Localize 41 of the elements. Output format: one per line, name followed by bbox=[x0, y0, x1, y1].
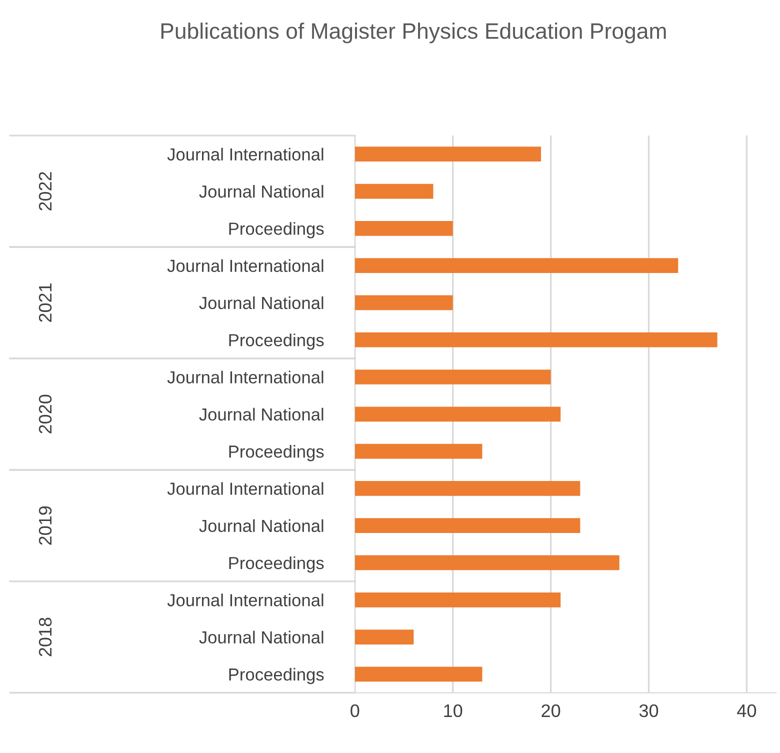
text: 2020 bbox=[38, 394, 52, 434]
y-tick-label: Journal International bbox=[167, 370, 324, 384]
text: 2019 bbox=[38, 506, 52, 545]
bar bbox=[354, 666, 482, 682]
bar bbox=[354, 220, 453, 236]
text: 2018 bbox=[38, 618, 52, 656]
bar bbox=[354, 370, 551, 384]
bar bbox=[354, 295, 453, 310]
y-tick-label: Journal International bbox=[167, 482, 324, 495]
y-tick-label: Journal International bbox=[167, 259, 324, 272]
bar bbox=[354, 592, 561, 608]
bar bbox=[354, 518, 580, 534]
y-tick-label: Proceedings bbox=[229, 556, 324, 573]
y-tick-label: Journal National bbox=[199, 519, 324, 532]
y-tick-label: Journal National bbox=[199, 630, 324, 644]
x-tick-label: 20 bbox=[542, 704, 560, 718]
bar bbox=[354, 258, 678, 273]
text: 2021 bbox=[38, 284, 52, 322]
bar bbox=[354, 184, 434, 199]
bar bbox=[354, 146, 542, 162]
bar bbox=[354, 406, 561, 422]
x-tick-label: 40 bbox=[737, 704, 756, 718]
x-tick-label: 30 bbox=[639, 704, 658, 718]
bar bbox=[354, 630, 414, 644]
y-tick-label: Proceedings bbox=[229, 445, 324, 462]
y-tick-label: Proceedings bbox=[229, 222, 324, 238]
x-tick-label: 0 bbox=[350, 704, 360, 718]
y-tick-label: Journal International bbox=[167, 148, 324, 161]
y-tick-label: Proceedings bbox=[229, 668, 324, 684]
y-tick-label: Journal International bbox=[167, 594, 324, 606]
y-tick-label: Journal National bbox=[199, 296, 324, 310]
x-tick-label: 10 bbox=[444, 704, 462, 718]
y-tick-label: Journal National bbox=[199, 184, 324, 198]
y-tick-label: Journal National bbox=[199, 408, 324, 421]
chart-title: Publications of Magister Physics Education Progam bbox=[161, 22, 666, 44]
bar bbox=[354, 332, 718, 348]
bar bbox=[354, 444, 482, 459]
text: 2022 bbox=[38, 172, 52, 210]
bar bbox=[354, 481, 580, 496]
y-tick-label: Proceedings bbox=[229, 334, 324, 350]
bar bbox=[354, 555, 620, 570]
